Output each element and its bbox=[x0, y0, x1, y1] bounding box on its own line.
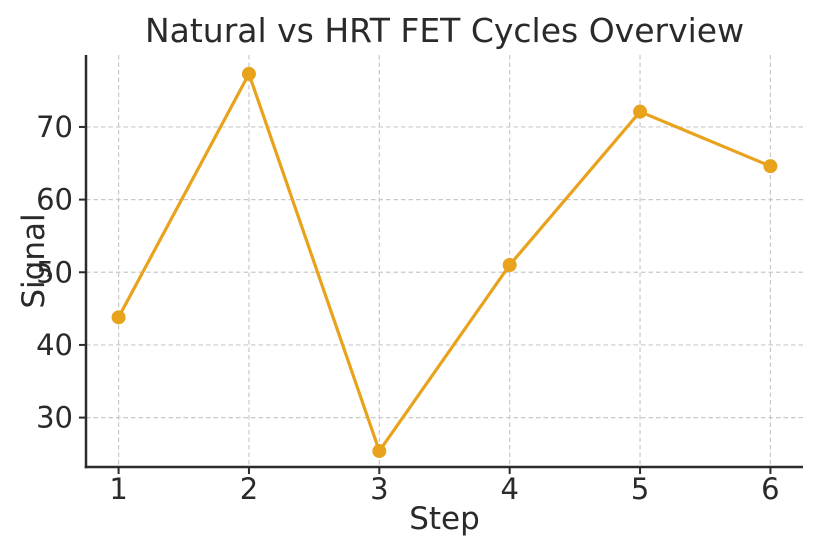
data-point-marker bbox=[763, 159, 778, 174]
data-point-marker bbox=[633, 104, 648, 119]
y-tick-label: 70 bbox=[36, 110, 73, 144]
x-tick-label: 5 bbox=[631, 472, 649, 506]
y-axis-label: Signal bbox=[16, 213, 52, 309]
data-point-marker bbox=[111, 310, 126, 325]
x-tick-label: 3 bbox=[370, 472, 388, 506]
x-tick-label: 4 bbox=[500, 472, 518, 506]
data-point-marker bbox=[502, 257, 517, 272]
y-tick-label: 30 bbox=[36, 401, 73, 435]
x-tick-label: 6 bbox=[761, 472, 779, 506]
series-line bbox=[116, 72, 773, 453]
x-tick-label: 2 bbox=[240, 472, 258, 506]
y-tick-label: 40 bbox=[36, 328, 73, 362]
chart-title: Natural vs HRT FET Cycles Overview bbox=[144, 11, 745, 50]
x-tick-label: 1 bbox=[109, 472, 127, 506]
data-point-marker bbox=[241, 66, 256, 81]
data-point-marker bbox=[372, 444, 387, 459]
x-axis-label: Step bbox=[409, 501, 480, 537]
y-tick-label: 50 bbox=[36, 255, 73, 289]
y-tick-label: 60 bbox=[36, 183, 73, 217]
